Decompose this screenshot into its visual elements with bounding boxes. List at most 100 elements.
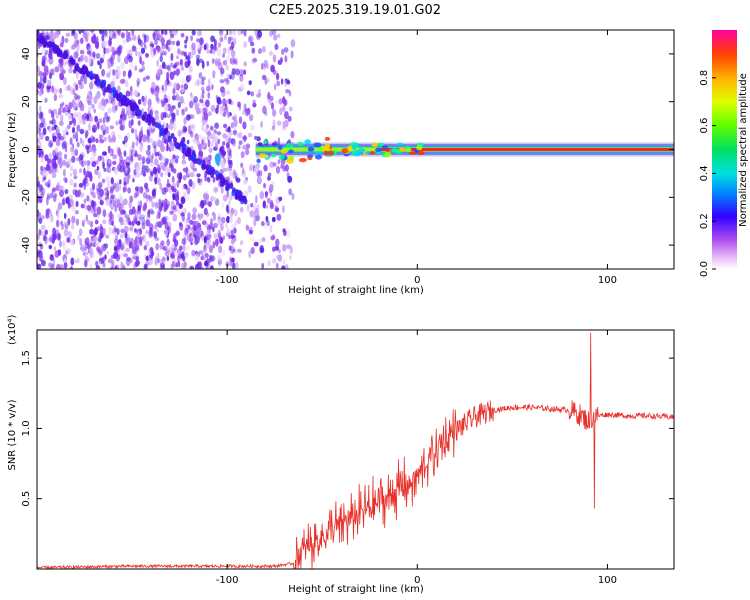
heatmap-noise-cell [210,104,216,112]
heatmap-track-blob [307,146,315,152]
heatmap-noise-cell [51,67,55,75]
heatmap-noise-cell [68,67,73,74]
heatmap-noise-cell [98,134,102,140]
heatmap-track-blob [354,151,362,156]
heatmap-noise-cell [284,264,289,269]
heatmap-noise-cell [47,79,52,87]
heatmap-main-track [215,136,674,166]
heatmap-noise-cell [58,93,64,99]
heatmap-noise-cell [246,107,251,115]
heatmap-noise-cell [192,136,198,144]
heatmap-noise-cell [141,156,146,165]
heatmap-noise-cell [151,191,156,199]
heatmap-noise-cell [81,139,85,148]
heatmap-noise-cell [175,155,180,160]
heatmap-noise-cell [161,30,164,35]
heatmap-noise-cell [187,212,191,220]
heatmap-track-blob [324,143,331,149]
heatmap-noise-cell [264,191,268,199]
heatmap-noise-cell [97,182,103,189]
heatmap-noise-cell [189,182,193,187]
heatmap-noise-cell [101,154,104,163]
heatmap-noise-cell [51,118,57,127]
heatmap-noise-cell [276,213,282,221]
heatmap-noise-cell [105,198,111,206]
heatmap-noise-cell [47,183,50,188]
heatmap-noise-cell [260,120,263,128]
heatmap-noise-cell [52,135,57,141]
heatmap-track-blob [263,139,268,144]
heatmap-noise-cell [115,234,118,240]
heatmap-noise-cell [219,79,225,84]
heatmap-noise-cell [188,65,193,73]
heatmap-noise-cell [225,65,230,71]
heatmap-noise-cell [76,257,80,264]
heatmap-noise-cell [263,183,266,188]
heatmap-noise-cell [159,182,163,191]
heatmap-noise-cell [176,180,180,188]
heatmap-noise-cell [96,206,102,215]
heatmap-noise-cell [51,172,57,179]
heatmap-noise-cell [163,201,167,209]
heatmap-diagonal-cell [157,122,162,129]
heatmap-noise-cell [159,161,165,169]
heatmap-noise-cell [103,136,107,142]
heatmap-noise-cell [135,166,139,175]
heatmap-noise-cell [42,177,45,183]
heatmap-noise-cell [275,166,281,174]
heatmap-noise-cell [54,162,58,169]
heatmap-noise-cell [198,58,204,63]
heatmap-noise-cell [173,82,178,91]
heatmap-noise-cell [176,108,179,117]
snr-y-axis-label: SNR (10 * v/v) [7,399,18,470]
heatmap-noise-cell [145,149,151,156]
heatmap-diagonal-cell [43,40,48,47]
heatmap-track-blob [304,139,311,145]
heatmap-noise-cell [119,233,124,239]
heatmap-noise-cell [185,194,190,201]
heatmap-noise-cell [262,105,267,115]
heatmap-noise-cell [216,48,222,57]
heatmap-noise-cell [143,34,147,43]
heatmap-noise-cell [268,184,274,193]
heatmap-noise-cell [142,192,147,199]
heatmap-noise-cell [209,125,214,131]
heatmap-noise-cell [103,30,107,36]
heatmap-noise-cell [112,77,116,83]
heatmap-noise-cell [217,253,221,262]
heatmap-noise-cell [145,53,149,58]
heatmap-noise-cell [167,114,171,119]
heatmap-noise-cell [199,262,202,269]
heatmap-noise-cell [117,56,121,63]
heatmap-noise-cell [167,46,170,52]
heatmap-noise-cell [234,209,238,216]
heatmap-diagonal-cell [215,170,219,177]
heatmap-noise-cell [231,68,236,75]
heatmap-noise-cell [252,99,256,104]
heatmap-noise-cell [55,139,61,147]
heatmap-noise-cell [158,33,162,40]
heatmap-noise-cell [68,102,73,109]
heatmap-noise-cell [226,203,230,212]
heatmap-noise-cell [44,49,49,55]
heatmap-noise-cell [79,137,83,144]
heatmap-noise-cell [287,175,293,183]
heatmap-noise-cell [223,123,228,129]
heatmap-noise-cell [46,195,51,200]
heatmap-noise-cell [145,165,149,174]
heatmap-noise-cell [226,215,230,224]
heatmap-noise-cell [164,187,169,193]
heatmap-noise-cell [175,94,180,101]
heatmap-noise-cell [141,222,146,230]
heatmap-noise-cell [175,231,180,236]
heatmap-noise-cell [92,146,97,153]
heatmap-noise-cell [125,247,130,253]
heatmap-noise-cell [157,151,161,157]
heatmap-noise-cell [267,260,271,267]
heatmap-noise-cell [165,82,168,92]
heatmap-noise-cell [104,47,110,54]
heatmap-noise-cell [183,51,187,57]
heatmap-noise-cell [48,69,52,75]
heatmap-noise-cell [270,235,276,241]
heatmap-noise-cell [131,141,135,149]
